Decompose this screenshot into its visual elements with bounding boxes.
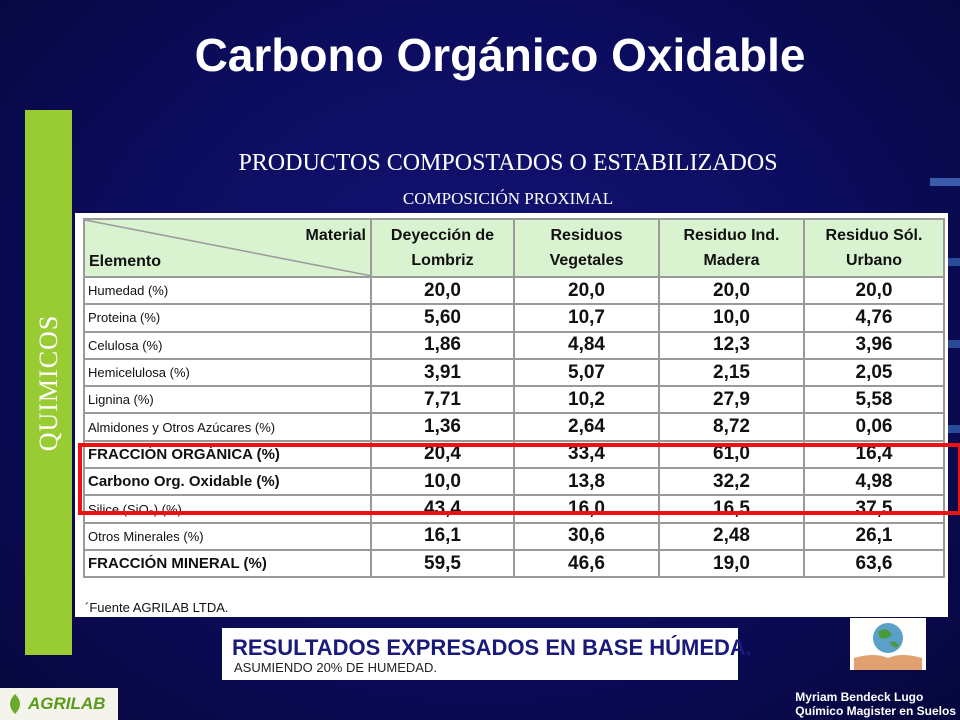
cell: 4,76 xyxy=(803,303,945,333)
footnote: ´Fuente AGRILAB LTDA. xyxy=(85,600,229,615)
side-label: QUIMICOS xyxy=(33,314,63,451)
column-header-line: Residuo Ind. xyxy=(683,227,780,244)
cell: 2,15 xyxy=(658,357,805,388)
cell: 63,6 xyxy=(803,548,945,579)
cell: 2,05 xyxy=(803,357,945,388)
column-header-line: Madera xyxy=(703,252,760,269)
cell: 27,9 xyxy=(658,385,805,415)
cell: 32,2 xyxy=(658,467,805,497)
side-bar: QUIMICOS xyxy=(25,110,72,655)
column-header: Deyección de Lombriz xyxy=(370,218,515,278)
table-row: Otros Minerales (%) 16,1 30,6 2,48 26,1 xyxy=(83,521,945,551)
logo: AGRILAB xyxy=(0,688,118,720)
cell: 1,86 xyxy=(370,330,515,360)
cell: 26,1 xyxy=(803,521,945,551)
column-header: Residuos Vegetales xyxy=(513,218,660,278)
row-label: Otros Minerales (%) xyxy=(83,521,372,551)
table-row: Almidones y Otros Azúcares (%) 1,36 2,64 8,… xyxy=(83,412,945,442)
cell: 5,60 xyxy=(370,303,515,333)
cell: 0,06 xyxy=(803,412,945,442)
title: Carbono Orgánico Oxidable xyxy=(194,29,806,81)
cell: 43,4 xyxy=(370,494,515,524)
row-label: Proteina (%) xyxy=(83,303,372,333)
table: Material Elemento Deyección de Lombriz Res… xyxy=(83,218,945,579)
cell: 2,48 xyxy=(658,521,805,551)
column-header: Residuo Sól. Urbano xyxy=(803,218,945,278)
logo-icon xyxy=(10,694,20,714)
cell: 5,07 xyxy=(513,357,660,388)
table-row: Lignina (%) 7,71 10,2 27,9 5,58 xyxy=(83,385,945,415)
author-name: Myriam Bendeck Lugo xyxy=(795,690,924,704)
row-label: FRACCIÓN MINERAL (%) xyxy=(83,548,372,579)
column-header-line: Residuos xyxy=(550,227,623,244)
cell: 19,0 xyxy=(658,548,805,579)
table-row: Hemicelulosa (%) 3,91 5,07 2,15 2,05 xyxy=(83,357,945,388)
column-header-line: Vegetales xyxy=(549,252,624,269)
cell: 20,0 xyxy=(370,275,515,306)
column-header: Residuo Ind. Madera xyxy=(658,218,805,278)
table-panel: Material Elemento Deyección de Lombriz Res… xyxy=(75,213,948,617)
cell: 46,6 xyxy=(513,548,660,579)
cell: 3,91 xyxy=(370,357,515,388)
subtitle: PRODUCTOS COMPOSTADOS O ESTABILIZADOS xyxy=(238,150,778,176)
table-row: Carbono Org. Oxidable (%) 10,0 13,8 32,2 4,9… xyxy=(83,467,945,497)
cell: 1,36 xyxy=(370,412,515,442)
banner: RESULTADOS EXPRESADOS EN BASE HÚMEDA. AS… xyxy=(222,628,752,680)
table-row: Humedad (%) 20,0 20,0 20,0 20,0 xyxy=(83,275,945,306)
author: Myriam Bendeck Lugo Químico Magister en … xyxy=(795,690,956,718)
author-role: Químico Magister en Suelos xyxy=(795,704,956,718)
row-label: Humedad (%) xyxy=(83,275,372,306)
row-label: Almidones y Otros Azúcares (%) xyxy=(83,412,372,442)
column-header-line: Residuo Sól. xyxy=(825,227,923,244)
cell: 8,72 xyxy=(658,412,805,442)
banner-sub: ASUMIENDO 20% DE HUMEDAD. xyxy=(234,660,437,675)
row-label: Carbono Org. Oxidable (%) xyxy=(83,467,372,497)
cell: 10,7 xyxy=(513,303,660,333)
cell: 20,0 xyxy=(803,275,945,306)
table-row: FRACCIÓN MINERAL (%) 59,5 46,6 19,0 63,6 xyxy=(83,548,945,579)
subheading: COMPOSICIÓN PROXIMAL xyxy=(402,189,614,208)
cell: 20,0 xyxy=(513,275,660,306)
table-row: Proteina (%) 5,60 10,7 10,0 4,76 xyxy=(83,303,945,333)
row-label: Hemicelulosa (%) xyxy=(83,357,372,388)
corner-bottom: Elemento xyxy=(89,253,162,270)
logo-text: AGRILAB xyxy=(28,694,106,713)
column-header-line: Urbano xyxy=(846,252,902,269)
banner-main: RESULTADOS EXPRESADOS EN BASE HÚMEDA. xyxy=(232,635,752,660)
diagonal xyxy=(85,220,372,276)
cell: 4,84 xyxy=(513,330,660,360)
cell: 10,0 xyxy=(370,467,515,497)
cell: 5,58 xyxy=(803,385,945,415)
cell: 16,1 xyxy=(370,521,515,551)
row-label: Celulosa (%) xyxy=(83,330,372,360)
column-header-line: Lombriz xyxy=(411,252,474,269)
cell: 16,5 xyxy=(658,494,805,524)
cell: 30,6 xyxy=(513,521,660,551)
cell: 13,8 xyxy=(513,467,660,497)
corner-top: Material xyxy=(305,227,366,244)
cell: 59,5 xyxy=(370,548,515,579)
cell: 7,71 xyxy=(370,385,515,415)
cell: 10,2 xyxy=(513,385,660,415)
cell: 10,0 xyxy=(658,303,805,333)
corner-cell: Material Elemento xyxy=(83,218,372,278)
cell: 3,96 xyxy=(803,330,945,360)
cell: 16,0 xyxy=(513,494,660,524)
table-row: Celulosa (%) 1,86 4,84 12,3 3,96 xyxy=(83,330,945,360)
cell: 12,3 xyxy=(658,330,805,360)
globe-hands-image xyxy=(850,618,926,670)
highlight-box xyxy=(78,443,960,515)
column-header-line: Deyección de xyxy=(390,227,495,244)
cell: 2,64 xyxy=(513,412,660,442)
cell: 4,98 xyxy=(803,467,945,497)
cell: 20,0 xyxy=(658,275,805,306)
row-label: Lignina (%) xyxy=(83,385,372,415)
